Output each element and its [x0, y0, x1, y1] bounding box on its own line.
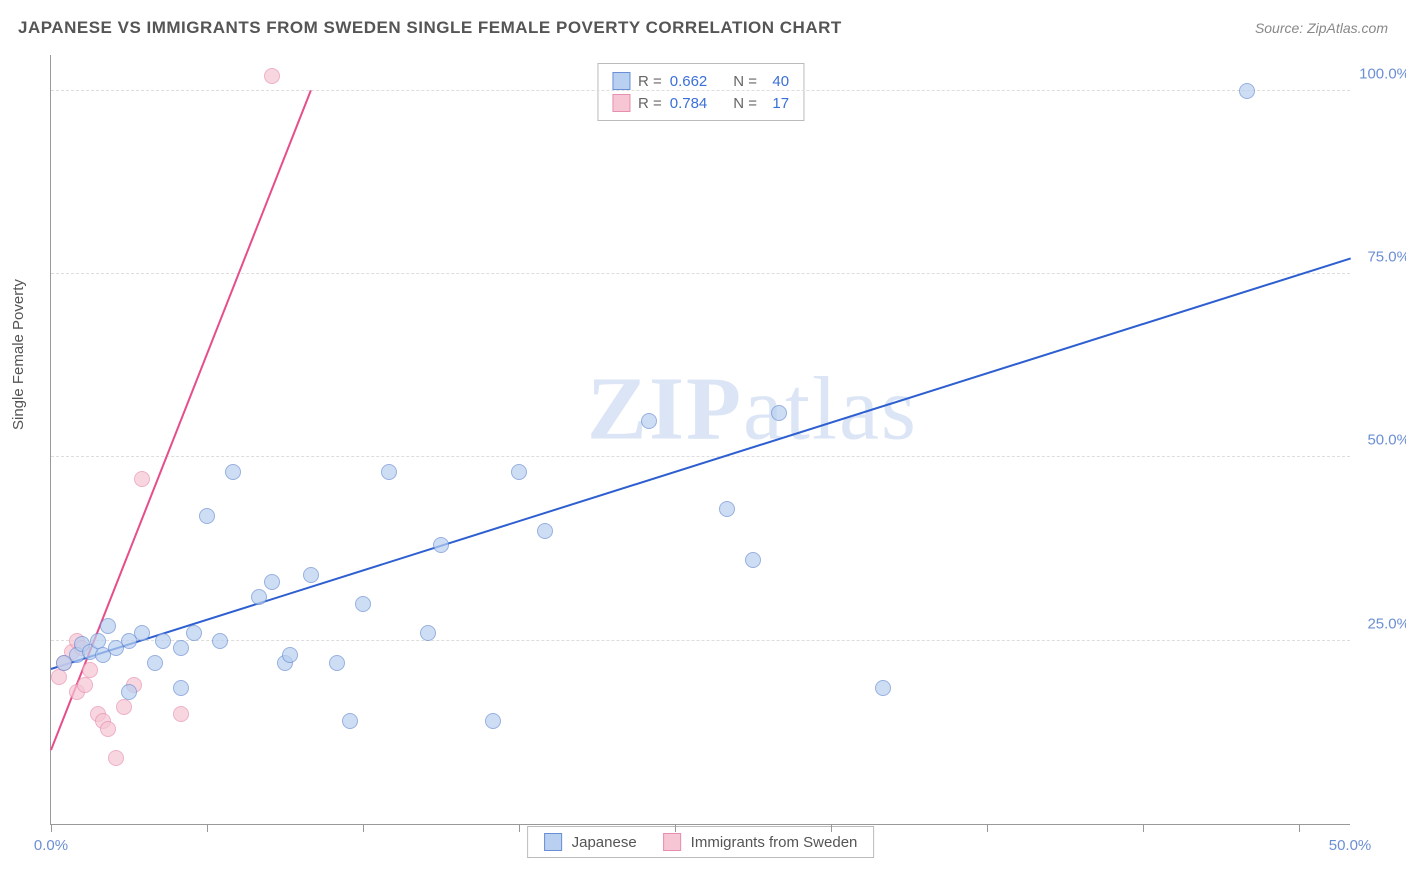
- r-label: R =: [638, 73, 662, 90]
- data-point: [1239, 83, 1255, 99]
- watermark-bold: ZIP: [587, 359, 743, 458]
- data-point: [186, 625, 202, 641]
- data-point: [303, 567, 319, 583]
- data-point: [225, 464, 241, 480]
- x-tick: [519, 824, 520, 832]
- data-point: [420, 625, 436, 641]
- data-point: [51, 669, 67, 685]
- y-tick-label: 25.0%: [1367, 615, 1406, 632]
- x-axis-end-label: 50.0%: [1329, 837, 1372, 854]
- n-value-blue: 40: [765, 73, 789, 90]
- data-point: [282, 647, 298, 663]
- data-point: [173, 680, 189, 696]
- y-axis-label: Single Female Poverty: [10, 279, 27, 430]
- data-point: [82, 662, 98, 678]
- n-label: N =: [733, 73, 757, 90]
- x-tick: [831, 824, 832, 832]
- n-value-pink: 17: [765, 95, 789, 112]
- data-point: [116, 699, 132, 715]
- source-name: ZipAtlas.com: [1307, 20, 1388, 36]
- y-tick-label: 100.0%: [1359, 65, 1406, 82]
- x-tick: [675, 824, 676, 832]
- data-point: [875, 680, 891, 696]
- x-axis-start-label: 0.0%: [34, 837, 68, 854]
- x-tick: [1143, 824, 1144, 832]
- data-point: [342, 713, 358, 729]
- chart-source: Source: ZipAtlas.com: [1255, 20, 1388, 36]
- r-value-pink: 0.784: [670, 95, 708, 112]
- data-point: [173, 640, 189, 656]
- r-label: R =: [638, 95, 662, 112]
- r-value-blue: 0.662: [670, 73, 708, 90]
- legend-label-pink: Immigrants from Sweden: [691, 834, 858, 851]
- data-point: [147, 655, 163, 671]
- scatter-plot: ZIPatlas R = 0.662 N = 40 R = 0.784 N = …: [50, 55, 1350, 825]
- legend-stats: R = 0.662 N = 40 R = 0.784 N = 17: [597, 63, 804, 121]
- x-tick: [207, 824, 208, 832]
- x-tick: [363, 824, 364, 832]
- data-point: [537, 523, 553, 539]
- data-point: [355, 596, 371, 612]
- data-point: [100, 721, 116, 737]
- data-point: [134, 625, 150, 641]
- legend-item-blue: Japanese: [544, 833, 637, 851]
- chart-area: ZIPatlas R = 0.662 N = 40 R = 0.784 N = …: [50, 55, 1350, 825]
- gridline: [51, 456, 1350, 457]
- legend-series: Japanese Immigrants from Sweden: [527, 826, 875, 858]
- data-point: [155, 633, 171, 649]
- data-point: [745, 552, 761, 568]
- swatch-icon: [612, 94, 630, 112]
- gridline: [51, 90, 1350, 91]
- data-point: [719, 501, 735, 517]
- data-point: [173, 706, 189, 722]
- data-point: [212, 633, 228, 649]
- data-point: [90, 633, 106, 649]
- legend-stats-row-pink: R = 0.784 N = 17: [612, 92, 789, 114]
- data-point: [134, 471, 150, 487]
- data-point: [100, 618, 116, 634]
- data-point: [264, 574, 280, 590]
- x-tick: [1299, 824, 1300, 832]
- data-point: [485, 713, 501, 729]
- n-label: N =: [733, 95, 757, 112]
- data-point: [199, 508, 215, 524]
- chart-header: JAPANESE VS IMMIGRANTS FROM SWEDEN SINGL…: [18, 18, 1388, 38]
- data-point: [251, 589, 267, 605]
- chart-title: JAPANESE VS IMMIGRANTS FROM SWEDEN SINGL…: [18, 18, 842, 38]
- data-point: [264, 68, 280, 84]
- x-tick: [987, 824, 988, 832]
- legend-label-blue: Japanese: [572, 834, 637, 851]
- data-point: [511, 464, 527, 480]
- gridline: [51, 273, 1350, 274]
- data-point: [108, 750, 124, 766]
- data-point: [329, 655, 345, 671]
- swatch-icon: [663, 833, 681, 851]
- trend-line: [51, 257, 1352, 670]
- y-tick-label: 75.0%: [1367, 249, 1406, 266]
- data-point: [433, 537, 449, 553]
- source-prefix: Source:: [1255, 20, 1307, 36]
- swatch-icon: [544, 833, 562, 851]
- data-point: [77, 677, 93, 693]
- swatch-icon: [612, 72, 630, 90]
- watermark-light: atlas: [743, 359, 918, 458]
- gridline: [51, 640, 1350, 641]
- data-point: [771, 405, 787, 421]
- legend-item-pink: Immigrants from Sweden: [663, 833, 858, 851]
- data-point: [121, 684, 137, 700]
- x-tick: [51, 824, 52, 832]
- data-point: [381, 464, 397, 480]
- data-point: [641, 413, 657, 429]
- y-tick-label: 50.0%: [1367, 432, 1406, 449]
